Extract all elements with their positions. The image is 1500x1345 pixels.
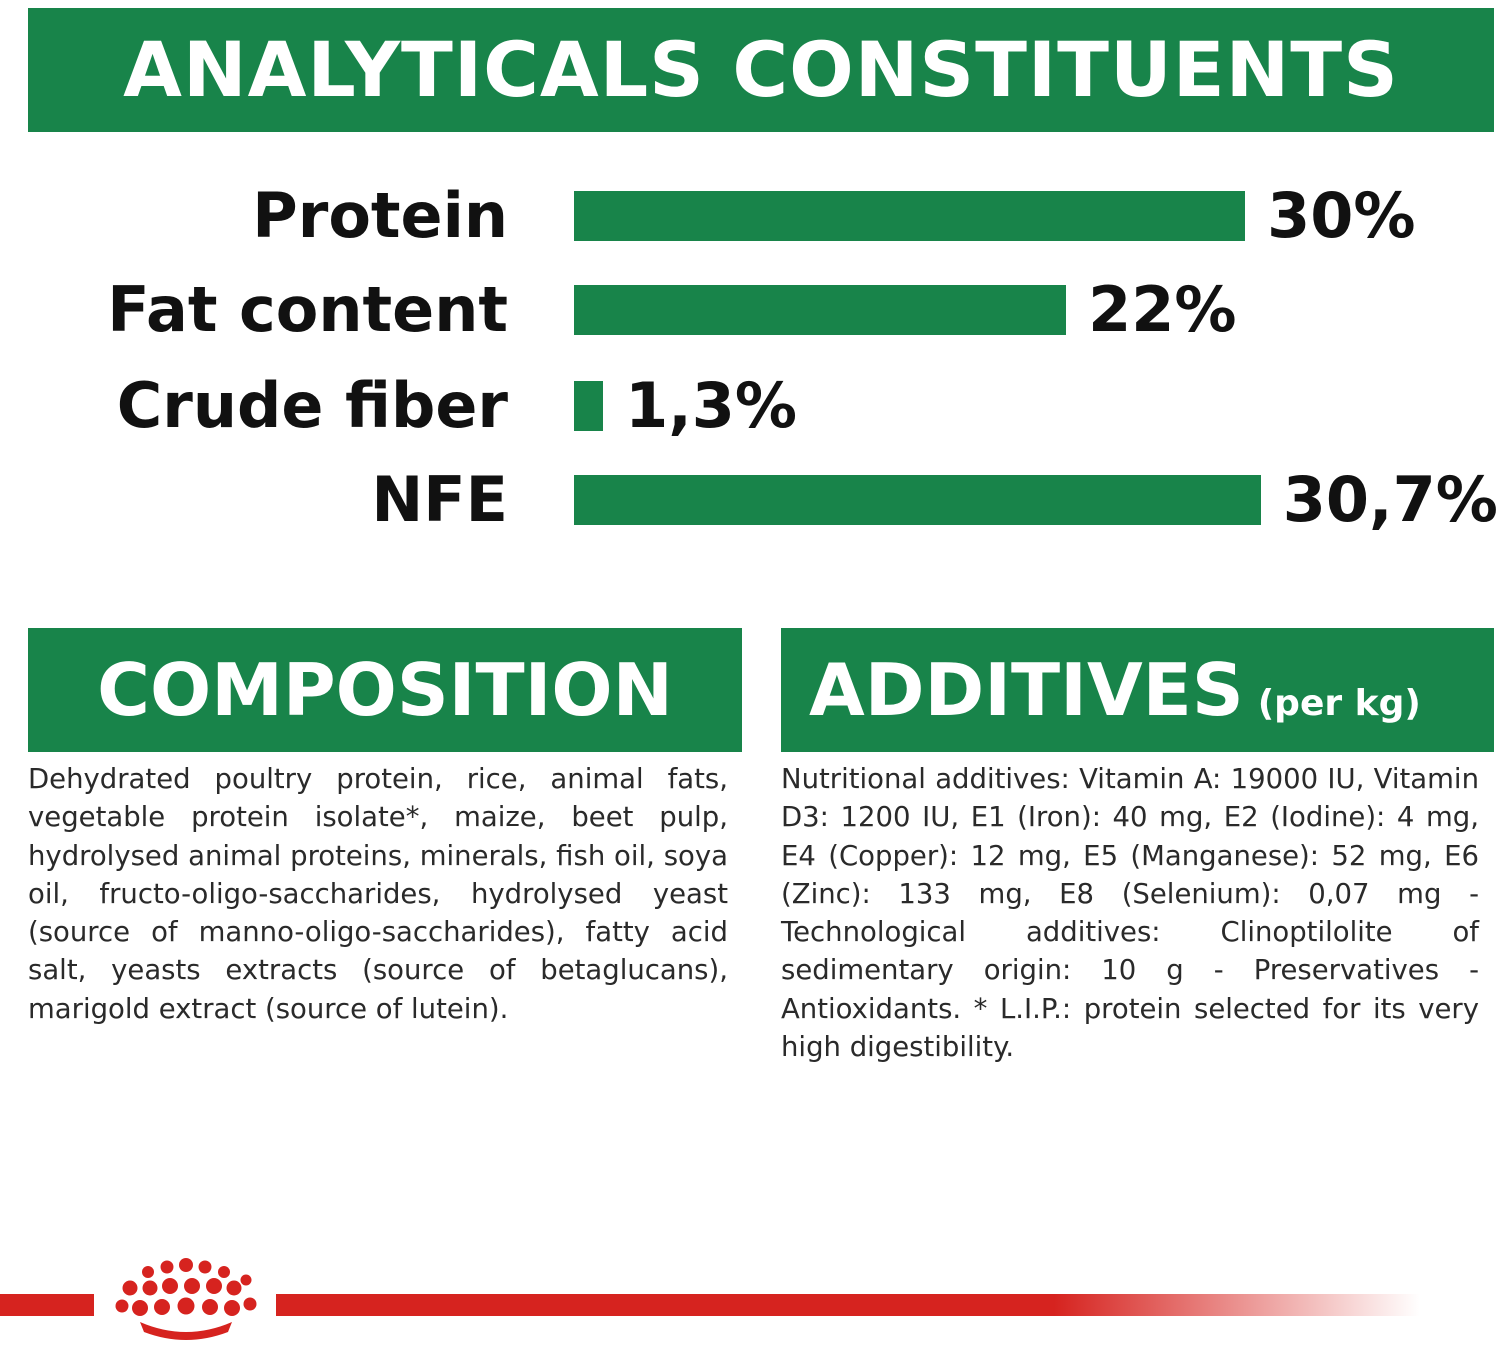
footer-red-line-left xyxy=(0,1294,94,1316)
additives-title: ADDITIVES xyxy=(809,648,1244,732)
nutrient-value-label: 30% xyxy=(1267,179,1416,252)
analytical-constituents-header: ANALYTICALS CONSTITUENTS xyxy=(28,8,1494,132)
footer-red-line-right xyxy=(276,1294,1420,1316)
additives-header: ADDITIVES (per kg) xyxy=(781,628,1494,752)
nutrient-label: NFE xyxy=(371,463,508,536)
nutrient-value-label: 1,3% xyxy=(625,369,798,442)
nutrient-label: Crude fiber xyxy=(116,369,508,442)
nutrient-bar xyxy=(574,285,1067,335)
nutrient-label: Fat content xyxy=(107,273,508,346)
composition-text: Dehydrated poultry protein, rice, animal… xyxy=(28,763,728,1025)
additives-text: Nutritional additives: Vitamin A: 19000 … xyxy=(781,763,1479,1064)
nutrient-value-label: 22% xyxy=(1088,273,1237,346)
royal-canin-crown-icon xyxy=(115,1258,257,1340)
nutrient-label: Protein xyxy=(252,179,508,252)
composition-header: COMPOSITION xyxy=(28,628,742,752)
nutrient-bar xyxy=(574,475,1261,525)
nutrient-bar xyxy=(574,191,1246,241)
additives-unit-suffix: (per kg) xyxy=(1257,683,1421,724)
nutrient-bar xyxy=(574,381,604,431)
nutrient-value-label: 30,7% xyxy=(1282,463,1498,536)
